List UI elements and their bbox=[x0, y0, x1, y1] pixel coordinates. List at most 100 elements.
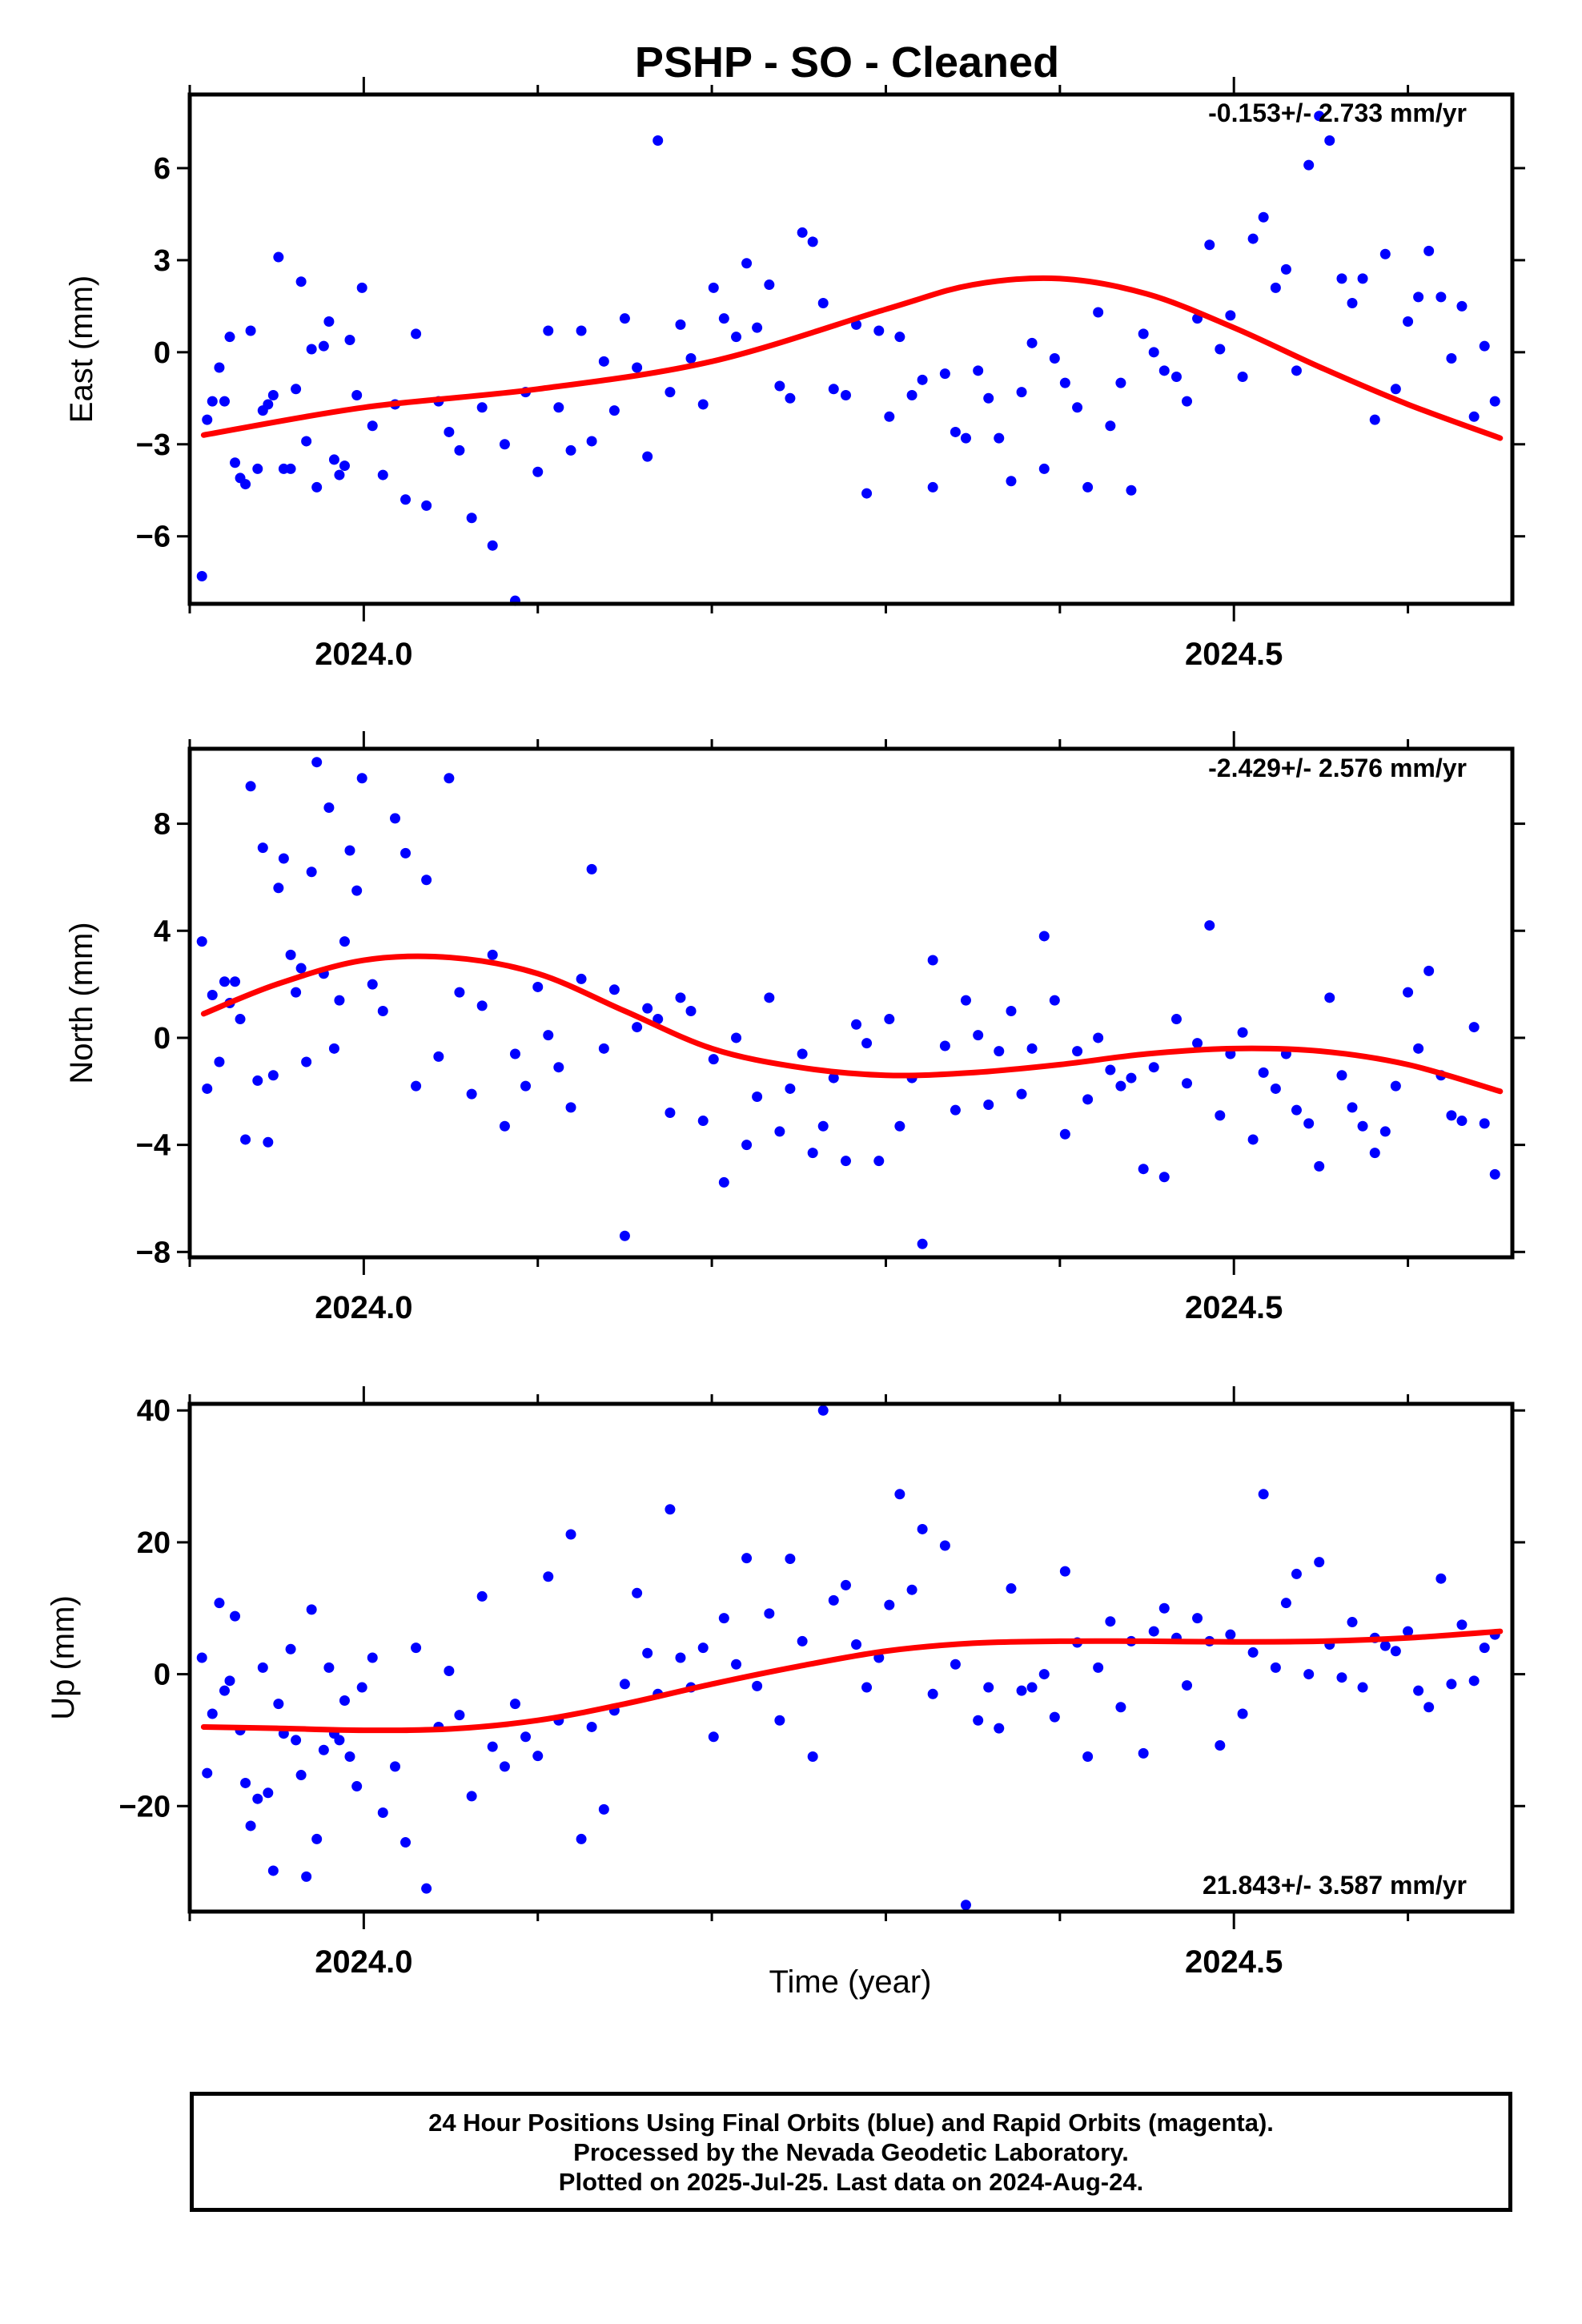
up-data-point bbox=[1138, 1747, 1149, 1759]
north-x-tick-label: 2024.0 bbox=[315, 1290, 412, 1325]
up-data-point bbox=[454, 1710, 465, 1721]
up-data-point bbox=[301, 1871, 312, 1882]
north-data-point bbox=[840, 1156, 851, 1167]
east-data-point bbox=[1138, 328, 1149, 340]
east-data-point bbox=[652, 135, 664, 146]
east-data-point bbox=[1347, 298, 1358, 309]
east-data-point bbox=[1170, 371, 1182, 382]
up-data-point bbox=[356, 1682, 367, 1693]
east-data-point bbox=[807, 236, 818, 247]
up-data-point bbox=[1403, 1626, 1414, 1637]
north-data-point bbox=[598, 1043, 609, 1054]
north-data-point bbox=[1158, 1172, 1170, 1183]
north-data-point bbox=[377, 1006, 388, 1017]
north-data-point bbox=[1115, 1080, 1126, 1092]
east-data-point bbox=[1182, 396, 1193, 407]
north-data-point bbox=[1303, 1118, 1315, 1129]
east-data-point bbox=[1423, 245, 1435, 256]
north-plot-frame bbox=[187, 746, 1515, 1260]
up-data-point bbox=[1237, 1708, 1248, 1719]
north-data-point bbox=[532, 981, 544, 992]
up-data-point bbox=[817, 1405, 829, 1416]
up-data-point bbox=[207, 1708, 218, 1719]
up-data-point bbox=[487, 1741, 498, 1752]
east-data-point bbox=[553, 402, 564, 413]
north-data-point bbox=[273, 883, 284, 894]
up-data-point bbox=[1182, 1680, 1193, 1691]
east-data-point bbox=[774, 380, 785, 392]
east-data-point bbox=[1456, 300, 1468, 312]
north-data-point bbox=[1016, 1088, 1027, 1100]
east-data-point bbox=[196, 571, 207, 582]
north-data-point bbox=[301, 1056, 312, 1068]
north-data-point bbox=[1314, 1160, 1325, 1172]
east-fit-curve bbox=[200, 275, 1504, 441]
east-data-point bbox=[675, 319, 686, 330]
east-data-point bbox=[487, 540, 498, 551]
north-data-point bbox=[1324, 992, 1335, 1003]
up-data-point bbox=[983, 1682, 994, 1693]
east-data-point bbox=[344, 335, 355, 346]
north-data-point bbox=[960, 995, 971, 1006]
up-y-tick-label: 40 bbox=[137, 1394, 171, 1428]
up-data-point bbox=[1280, 1598, 1291, 1609]
up-data-point bbox=[1059, 1566, 1070, 1577]
north-rate-label: -2.429+/- 2.576 mm/yr bbox=[1208, 754, 1467, 782]
north-data-point bbox=[487, 949, 498, 960]
up-data-point bbox=[466, 1791, 477, 1802]
up-data-point bbox=[1468, 1675, 1480, 1687]
up-y-axis-label: Up (mm) bbox=[46, 1595, 81, 1720]
north-data-point bbox=[257, 842, 268, 854]
up-data-point bbox=[1016, 1685, 1027, 1696]
up-data-point bbox=[1038, 1669, 1050, 1680]
up-data-point bbox=[1446, 1679, 1457, 1690]
up-x-tick-label: 2024.0 bbox=[315, 1944, 412, 1980]
east-data-point bbox=[598, 356, 609, 367]
up-data-point bbox=[1158, 1602, 1170, 1614]
north-data-point bbox=[1291, 1104, 1302, 1116]
north-data-point bbox=[685, 1006, 697, 1017]
up-data-point bbox=[257, 1662, 268, 1673]
up-data-point bbox=[807, 1751, 818, 1763]
north-data-point bbox=[1006, 1006, 1017, 1017]
up-x-tick-label: 2024.5 bbox=[1185, 1944, 1283, 1980]
east-y-tick-label: −3 bbox=[136, 428, 171, 462]
north-data-point bbox=[586, 863, 597, 875]
east-data-point bbox=[328, 454, 339, 465]
north-data-point bbox=[1258, 1067, 1269, 1078]
up-data-point bbox=[389, 1761, 400, 1772]
north-fit-curve bbox=[200, 953, 1504, 1095]
north-data-point bbox=[278, 853, 289, 864]
up-data-point bbox=[851, 1639, 862, 1651]
up-data-point bbox=[285, 1643, 296, 1655]
up-data-point bbox=[960, 1900, 971, 1911]
east-data-point bbox=[1016, 387, 1027, 398]
north-data-point bbox=[1479, 1118, 1490, 1129]
east-data-point bbox=[731, 332, 742, 343]
north-data-point bbox=[1270, 1083, 1281, 1094]
east-data-point bbox=[318, 340, 329, 352]
up-data-point bbox=[267, 1865, 279, 1876]
north-data-point bbox=[1336, 1070, 1347, 1081]
up-data-point bbox=[291, 1735, 302, 1746]
east-data-point bbox=[532, 466, 544, 477]
east-y-axis-label: East (mm) bbox=[64, 275, 99, 423]
north-panel: North (mm) −8 −4 0 4 8 2024.0 2024.5 -2.429+/- 2… bbox=[64, 731, 1525, 1325]
north-data-point bbox=[235, 1014, 246, 1025]
up-data-point bbox=[927, 1688, 938, 1699]
up-plot-frame bbox=[187, 1401, 1515, 1914]
north-data-point bbox=[1126, 1072, 1137, 1084]
east-data-point bbox=[1468, 411, 1480, 422]
up-data-point bbox=[1336, 1672, 1347, 1683]
east-data-point bbox=[983, 392, 994, 404]
north-data-point bbox=[983, 1100, 994, 1110]
east-panel: East (mm) −6 −3 0 3 6 2024.0 2024.5 -0.153+/- 2.… bbox=[64, 77, 1525, 672]
north-data-point bbox=[1347, 1102, 1358, 1113]
up-data-point bbox=[797, 1635, 808, 1647]
east-data-point bbox=[1038, 463, 1050, 474]
up-data-point bbox=[476, 1590, 488, 1602]
east-data-point bbox=[665, 387, 676, 398]
north-data-point bbox=[1390, 1080, 1401, 1092]
up-data-point bbox=[532, 1751, 544, 1762]
east-data-point bbox=[1105, 420, 1116, 432]
